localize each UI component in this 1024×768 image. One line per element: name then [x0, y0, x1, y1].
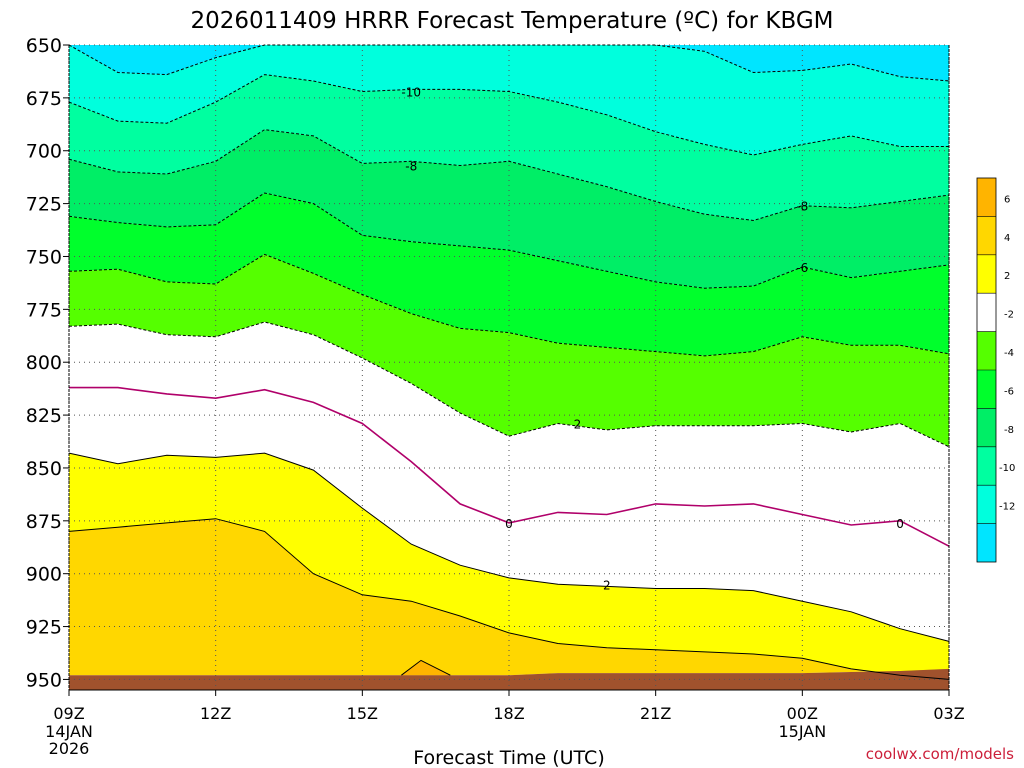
band-minus6-minus4 — [69, 193, 949, 356]
y-tick-label: 925 — [26, 617, 62, 639]
colorbar-segment — [977, 178, 996, 217]
site-credit: coolwx.com/models — [866, 745, 1014, 763]
colorbar-segment — [977, 446, 996, 486]
y-tick-label: 825 — [26, 405, 62, 427]
y-tick-label: 775 — [26, 299, 62, 321]
band-minus2-2 — [69, 322, 949, 642]
colorbar-segment — [977, 523, 996, 562]
colorbar-segment — [977, 370, 996, 409]
colorbar-label: -4 — [1004, 348, 1014, 359]
band-minus10-minus8 — [69, 74, 949, 221]
isotherm-2 — [68, 452, 950, 642]
colorbar-segment — [977, 254, 996, 294]
x-tick-label: 18Z — [493, 704, 524, 723]
y-tick-label: 950 — [26, 669, 62, 691]
band-minus12-minus10 — [69, 45, 949, 155]
x-tick-year: 2026 — [49, 739, 90, 758]
isotherm-4 — [68, 518, 950, 680]
contour-label: -8 — [405, 160, 417, 174]
colorbar-label: -8 — [1004, 425, 1014, 436]
colorbar-label: -6 — [1004, 386, 1014, 397]
band-2-4 — [69, 453, 949, 680]
contour-label: 0 — [896, 517, 904, 531]
y-tick-label: 850 — [26, 458, 62, 480]
y-tick-label: 650 — [26, 35, 62, 57]
contour-label: -6 — [796, 261, 808, 275]
y-tick-label: 800 — [26, 352, 62, 374]
colorbar-label: -10 — [999, 463, 1015, 474]
axis-ticks: 650 675 700 725 750 775 800 825 850 875 900 925 950 0… — [26, 35, 965, 758]
band-le-minus12 — [69, 45, 949, 81]
x-tick-label: 21Z — [640, 704, 671, 723]
x-axis-label: Forecast Time (UTC) — [413, 747, 604, 768]
band-minus8-minus6 — [69, 129, 949, 289]
colorbar-segment — [977, 485, 996, 524]
contour-labels: -10 -8 -8 -6 2 0 0 2 — [401, 86, 904, 593]
isotherm-minus8 — [68, 129, 950, 222]
colorbar-segment — [977, 216, 996, 255]
isotherm-0 — [69, 386, 950, 547]
colorbar-label: -12 — [999, 502, 1015, 513]
x-tick-label: 00Z — [787, 704, 818, 723]
colorbar-segment — [977, 408, 996, 447]
x-tick-date: 15JAN — [778, 722, 826, 741]
isotherm-minus6 — [68, 192, 950, 289]
y-tick-label: 725 — [26, 194, 62, 216]
y-tick-label: 875 — [26, 511, 62, 533]
x-tick-date: 14JAN — [45, 722, 93, 741]
y-tick-label: 900 — [26, 564, 62, 586]
y-tick-label: 750 — [26, 246, 62, 268]
chart-title: 2026011409 HRRR Forecast Temperature (ºC… — [190, 8, 833, 34]
isotherm-6-pocket — [401, 659, 451, 676]
x-tick-label: 15Z — [347, 704, 378, 723]
x-tick-label: 09Z — [53, 704, 84, 723]
contour-label: -8 — [796, 200, 808, 214]
contour-label: -10 — [401, 86, 421, 100]
contour-label: 0 — [505, 517, 513, 531]
y-tick-label: 700 — [26, 141, 62, 163]
y-tick-label: 675 — [26, 88, 62, 110]
x-tick-label: 03Z — [933, 704, 964, 723]
band-4-6 — [69, 518, 949, 680]
contour-label: 2 — [603, 578, 611, 592]
isotherm-minus2 — [68, 321, 950, 448]
isotherm-minus12 — [68, 44, 950, 82]
contour-label: 2 — [574, 418, 582, 432]
colorbar-segment — [977, 293, 996, 332]
x-tick-label: 12Z — [200, 704, 231, 723]
colorbar-label: 2 — [1004, 271, 1010, 282]
isotherm-contours — [68, 44, 950, 680]
colorbar-segment — [977, 331, 996, 370]
colorbar-label: 4 — [1004, 233, 1010, 244]
isotherm-minus4 — [68, 253, 950, 357]
isotherm-minus10 — [68, 74, 949, 156]
colorbar-label: 6 — [1004, 194, 1010, 205]
colorbar: 6 4 2 -2 -4 -6 -8 -10 -12 — [976, 177, 1015, 563]
band-ge-6 — [401, 660, 451, 676]
colorbar-label: -2 — [1004, 310, 1014, 321]
